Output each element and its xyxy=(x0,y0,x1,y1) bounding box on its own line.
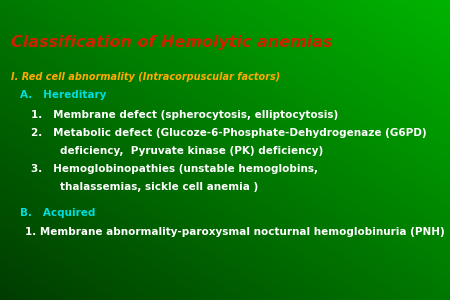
Text: 1. Membrane abnormality-paroxysmal nocturnal hemoglobinuria (PNH): 1. Membrane abnormality-paroxysmal noctu… xyxy=(25,226,445,237)
Text: B.   Acquired: B. Acquired xyxy=(20,208,95,218)
Text: deficiency,  Pyruvate kinase (PK) deficiency): deficiency, Pyruvate kinase (PK) deficie… xyxy=(31,146,323,156)
Text: I. Red cell abnormality (Intracorpuscular factors): I. Red cell abnormality (Intracorpuscula… xyxy=(11,71,280,82)
Text: thalassemias, sickle cell anemia ): thalassemias, sickle cell anemia ) xyxy=(31,182,258,192)
Text: 3.   Hemoglobinopathies (unstable hemoglobins,: 3. Hemoglobinopathies (unstable hemoglob… xyxy=(31,164,318,175)
Text: 1.   Membrane defect (spherocytosis, elliptocytosis): 1. Membrane defect (spherocytosis, ellip… xyxy=(31,110,338,120)
Text: A.   Hereditary: A. Hereditary xyxy=(20,90,107,100)
Text: Classification of Hemolytic anemias: Classification of Hemolytic anemias xyxy=(11,34,333,50)
Text: 2.   Metabolic defect (Glucoze-6-Phosphate-Dehydrogenaze (G6PD): 2. Metabolic defect (Glucoze-6-Phosphate… xyxy=(31,128,426,139)
